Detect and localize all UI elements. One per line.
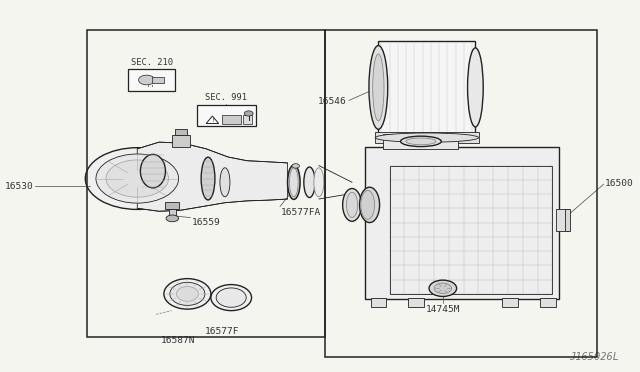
Ellipse shape bbox=[289, 168, 298, 197]
Bar bbox=[166, 202, 179, 209]
Ellipse shape bbox=[304, 167, 315, 198]
Ellipse shape bbox=[164, 279, 211, 309]
Text: J165026L: J165026L bbox=[570, 352, 620, 362]
Circle shape bbox=[138, 75, 155, 85]
Text: 16500: 16500 bbox=[605, 179, 634, 188]
Bar bbox=[565, 208, 570, 231]
Ellipse shape bbox=[361, 190, 374, 219]
Ellipse shape bbox=[216, 288, 246, 307]
Bar bbox=[365, 147, 559, 299]
Text: (14077): (14077) bbox=[208, 106, 244, 115]
Polygon shape bbox=[137, 142, 287, 211]
Ellipse shape bbox=[406, 138, 436, 145]
Text: 16546: 16546 bbox=[318, 97, 347, 106]
Bar bbox=[556, 208, 568, 231]
Ellipse shape bbox=[369, 46, 388, 129]
Circle shape bbox=[106, 160, 168, 197]
Bar bbox=[196, 105, 256, 126]
Ellipse shape bbox=[346, 192, 358, 218]
Ellipse shape bbox=[342, 189, 362, 221]
Ellipse shape bbox=[170, 282, 205, 305]
Ellipse shape bbox=[401, 136, 441, 147]
Bar bbox=[378, 41, 476, 134]
Bar bbox=[152, 77, 164, 83]
Ellipse shape bbox=[287, 165, 300, 199]
Bar bbox=[325, 30, 598, 357]
Ellipse shape bbox=[314, 168, 324, 197]
Bar bbox=[408, 298, 424, 307]
Bar bbox=[128, 69, 175, 91]
Bar bbox=[175, 129, 188, 135]
Text: SEC. 991: SEC. 991 bbox=[205, 93, 247, 102]
Ellipse shape bbox=[211, 285, 252, 311]
Circle shape bbox=[85, 148, 189, 209]
Circle shape bbox=[434, 283, 452, 294]
Bar bbox=[502, 298, 518, 307]
Text: !: ! bbox=[211, 118, 214, 124]
Ellipse shape bbox=[360, 187, 380, 222]
Bar bbox=[375, 132, 479, 143]
Text: 14745M: 14745M bbox=[426, 305, 460, 314]
Bar bbox=[540, 298, 556, 307]
Text: 16559: 16559 bbox=[192, 218, 221, 227]
Bar bbox=[168, 209, 176, 217]
Circle shape bbox=[292, 164, 300, 168]
Text: SEC. 210: SEC. 210 bbox=[131, 58, 173, 67]
Polygon shape bbox=[206, 116, 219, 124]
Text: 16530: 16530 bbox=[5, 182, 34, 190]
Ellipse shape bbox=[220, 168, 230, 197]
Ellipse shape bbox=[468, 48, 483, 127]
Circle shape bbox=[244, 111, 253, 116]
Ellipse shape bbox=[375, 133, 479, 142]
Bar bbox=[390, 166, 552, 294]
Text: 16587N: 16587N bbox=[161, 336, 195, 344]
Bar bbox=[222, 115, 241, 124]
Bar bbox=[371, 298, 387, 307]
Text: 16577F: 16577F bbox=[205, 327, 239, 336]
Text: 16577FA: 16577FA bbox=[282, 208, 321, 217]
Bar bbox=[383, 134, 458, 149]
Bar bbox=[243, 115, 253, 124]
Circle shape bbox=[429, 280, 456, 296]
Bar bbox=[87, 30, 325, 337]
Bar bbox=[172, 135, 191, 147]
Ellipse shape bbox=[177, 286, 198, 301]
Ellipse shape bbox=[201, 157, 215, 200]
Circle shape bbox=[96, 154, 179, 203]
Ellipse shape bbox=[372, 54, 384, 121]
Ellipse shape bbox=[140, 154, 166, 188]
Ellipse shape bbox=[166, 215, 179, 222]
